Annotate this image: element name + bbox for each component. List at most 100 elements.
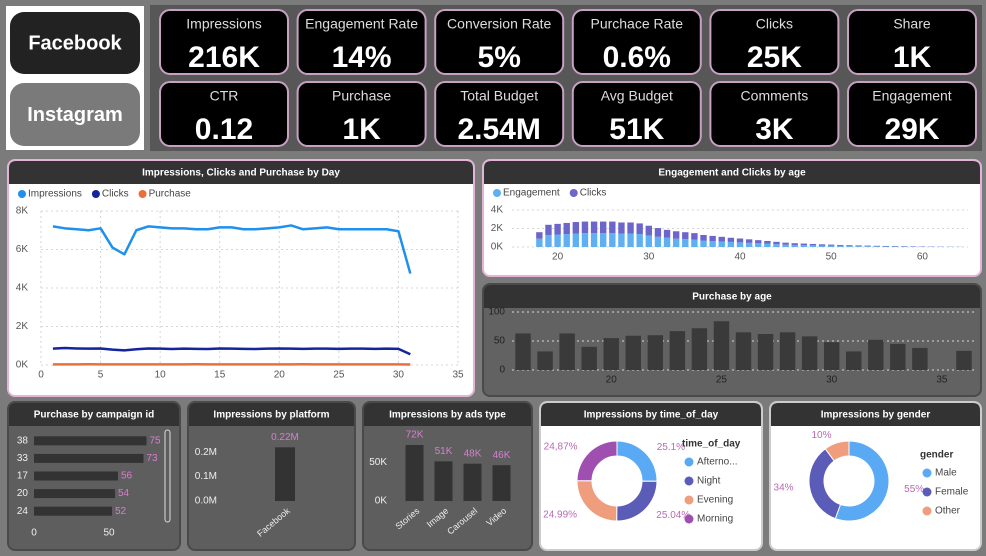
legend-marker	[493, 189, 501, 197]
chart-title: Engagement and Clicks by age	[658, 168, 806, 179]
kpi-card	[709, 81, 840, 147]
y-tick-label: 2K	[16, 321, 29, 332]
legend-marker	[684, 514, 694, 524]
bar	[801, 336, 818, 370]
nav-button[interactable]: Instagram	[10, 83, 140, 146]
kpi-label: Total Budget	[460, 88, 538, 104]
button-bg[interactable]	[10, 12, 140, 74]
data-label: 75	[150, 435, 162, 446]
panel-header	[9, 403, 179, 426]
bar-segment	[809, 245, 817, 247]
bar-segment	[672, 231, 680, 239]
bar	[559, 333, 575, 370]
bar-segment	[536, 232, 543, 239]
kpi-label: Avg Budget	[601, 88, 673, 104]
x-tick-label: 30	[393, 370, 405, 381]
bar-segment	[663, 229, 671, 238]
bar-segment	[636, 234, 643, 247]
y-tick-label: 33	[17, 453, 29, 464]
data-label: 54	[118, 488, 130, 499]
bar-segment	[755, 243, 762, 247]
bar	[603, 338, 619, 370]
bar-segment	[618, 222, 625, 234]
x-tick-label: 10	[155, 370, 167, 381]
legend-marker	[138, 190, 147, 198]
bar-segment	[745, 239, 753, 243]
legend-label: Evening	[697, 495, 733, 506]
x-tick-label: 25	[716, 375, 728, 386]
legend-marker	[569, 189, 578, 197]
bar-segment	[590, 233, 598, 247]
x-tick-label: 30	[643, 252, 655, 263]
panel-bg	[7, 159, 475, 397]
y-tick-label: 50	[494, 336, 506, 347]
bar	[34, 506, 112, 516]
x-tick-label: 30	[826, 375, 838, 386]
y-tick-label: 0K	[16, 360, 29, 371]
bar-segment	[672, 238, 680, 247]
bar-segment	[782, 242, 789, 245]
data-label: 25.1%	[657, 442, 685, 453]
legend-label: Clicks	[580, 188, 607, 199]
kpi-value: 3K	[755, 113, 794, 146]
bar-segment	[727, 241, 735, 247]
bar-segment	[855, 246, 862, 247]
legend-marker	[18, 190, 26, 198]
bar-segment	[818, 244, 826, 246]
bar-segment	[764, 240, 771, 244]
bar-segment	[709, 235, 716, 241]
legend-title: gender	[920, 450, 953, 461]
legend-marker	[922, 506, 932, 516]
x-tick-label: 20	[274, 370, 286, 381]
kpi-value: 216K	[188, 41, 260, 74]
y-tick-label: 8K	[16, 206, 29, 217]
kpi-card	[571, 81, 702, 147]
chart-title: Purchase by age	[692, 292, 772, 303]
x-tick-label: 25	[333, 370, 345, 381]
x-tick-label: 50	[826, 252, 838, 263]
legend-label: Female	[935, 487, 969, 498]
bar-segment	[791, 243, 798, 245]
bar-segment	[618, 233, 625, 247]
bar-segment	[736, 238, 744, 243]
bar	[405, 445, 424, 501]
chart-title: Impressions by platform	[213, 410, 329, 421]
data-label: 10%	[812, 430, 832, 441]
legend-label: Clicks	[102, 189, 129, 200]
button-bg[interactable]	[10, 83, 140, 146]
legend-label: Engagement	[503, 188, 560, 199]
bar-segment	[581, 221, 589, 234]
bar-segment	[600, 221, 607, 234]
bar-segment	[800, 245, 808, 247]
bar-segment	[654, 228, 662, 237]
y-tick-label: 0.2M	[195, 447, 217, 458]
bar-segment	[609, 233, 616, 247]
bar-segment	[700, 240, 707, 247]
chart-panel: Impressions by time_of_day 25.1% 25.04% 24.…	[539, 401, 763, 551]
legend-title: time_of_day	[682, 439, 741, 450]
bar-segment	[691, 233, 698, 240]
button-label[interactable]: Facebook	[28, 32, 122, 54]
bar	[275, 447, 295, 501]
chart-panel: Purchase by campaign id 0 50 38 75 33 73 17 56 20…	[7, 401, 181, 551]
donut-slice	[824, 440, 850, 462]
bar-segment	[755, 240, 762, 244]
kpi-card	[571, 9, 702, 75]
legend-marker	[684, 476, 694, 486]
nav-button[interactable]: Facebook	[10, 12, 140, 74]
bar-segment	[691, 239, 698, 247]
panel-header	[9, 161, 473, 184]
bar	[735, 332, 752, 370]
x-tick-label: 35	[452, 370, 464, 381]
kpi-value: 0.6%	[603, 41, 671, 74]
data-label: 25.04%	[656, 510, 690, 521]
chart-title: Purchase by campaign id	[34, 410, 155, 421]
bar-segment	[864, 246, 871, 247]
kpi-label: Purchace Rate	[590, 16, 683, 32]
kpi-card	[847, 9, 977, 75]
kpi-value: 14%	[332, 41, 392, 74]
bar-segment	[828, 244, 835, 246]
button-label[interactable]: Instagram	[27, 104, 123, 126]
y-tick-label: 0.1M	[195, 471, 217, 482]
